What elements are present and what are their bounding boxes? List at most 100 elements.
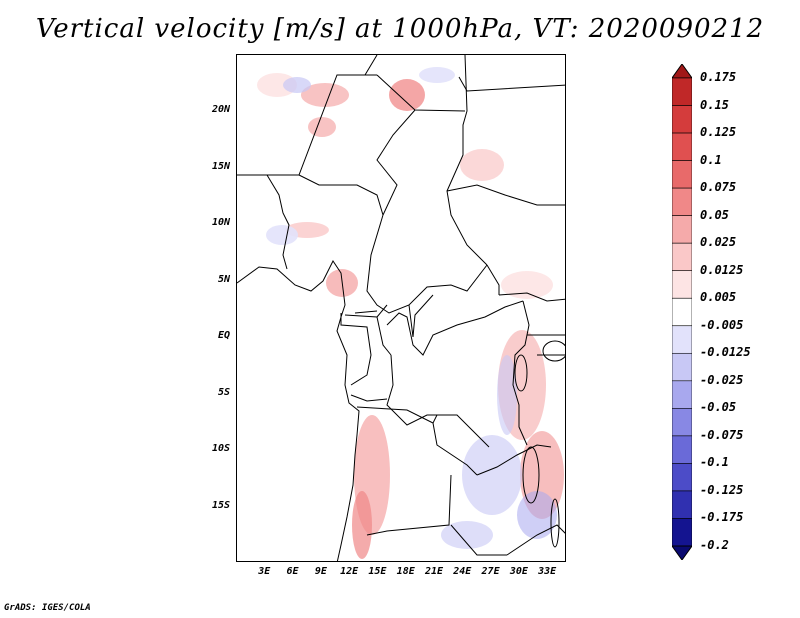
coastline — [237, 260, 360, 561]
colorbar-bin — [672, 408, 692, 437]
colorbar-tick-label: 0.05 — [700, 207, 729, 222]
colorbar-bin — [672, 64, 692, 79]
border-line — [498, 292, 565, 302]
colorbar-tick-label: 0.075 — [700, 180, 737, 195]
colorbar-bin — [672, 187, 692, 216]
colorbar-tick-label: -0.0125 — [700, 345, 751, 360]
upward-patch — [257, 73, 297, 97]
colorbar-bin — [672, 463, 692, 492]
colorbar-bin — [672, 325, 692, 354]
upward-patch — [352, 491, 372, 559]
lon-tick-label: 12E — [340, 566, 359, 577]
border-line — [386, 300, 524, 356]
colorbar-tick-label: 0.0125 — [700, 262, 744, 277]
colorbar-tick-label: 0.025 — [700, 235, 737, 250]
colorbar-bin — [672, 215, 692, 244]
colorbar-tick-label: -0.075 — [700, 427, 744, 442]
lat-tick-label: EQ — [217, 330, 230, 342]
lake-outline — [542, 340, 565, 362]
credit-text: GrADS: IGES/COLA — [4, 603, 91, 613]
colorbar-tick-label: -0.025 — [700, 372, 744, 387]
downward-patch — [419, 67, 455, 83]
lat-tick-label: 10N — [211, 217, 230, 229]
border-line — [408, 294, 434, 338]
colorbar-tick-label: 0.125 — [700, 125, 737, 140]
colorbar — [672, 64, 692, 560]
border-line — [446, 184, 565, 206]
border-line — [366, 214, 488, 314]
border-line — [266, 174, 290, 270]
downward-patch — [283, 77, 311, 93]
lon-tick-label: 27E — [481, 566, 500, 577]
upward-patch — [389, 79, 425, 111]
colorbar-bin — [672, 380, 692, 409]
colorbar-bin — [672, 270, 692, 299]
lat-tick-label: 15S — [211, 499, 230, 511]
border-line — [446, 55, 488, 266]
colorbar-tick-label: -0.005 — [700, 317, 744, 332]
border-line — [432, 414, 438, 424]
lake-outline — [550, 498, 560, 548]
border-line — [340, 313, 372, 386]
lat-tick-label: 5S — [217, 386, 230, 398]
lat-tick-label: 15N — [211, 160, 230, 172]
colorbar-tick-label: 0.1 — [700, 152, 722, 167]
lat-tick-label: 10S — [211, 443, 230, 455]
border-line — [237, 55, 378, 176]
border-line — [506, 524, 565, 556]
lon-tick-label: 9E — [314, 566, 327, 577]
lake-outline — [522, 446, 540, 504]
colorbar-tick-label: -0.1 — [700, 455, 729, 470]
chart-title: Vertical velocity [m/s] at 1000hPa, VT: … — [35, 14, 765, 44]
border-line — [366, 474, 452, 536]
vertical-velocity-field — [257, 67, 564, 559]
colorbar-bin — [672, 105, 692, 134]
border-line — [476, 444, 552, 476]
lon-tick-label: 18E — [396, 566, 415, 577]
colorbar-bin — [672, 490, 692, 519]
upward-patch — [460, 149, 504, 181]
border-line — [354, 310, 378, 314]
lat-tick-label: 20N — [211, 104, 230, 116]
border-line — [386, 354, 490, 448]
colorbar-tick-label: -0.2 — [700, 538, 729, 552]
colorbar-tick-label: 0.15 — [700, 97, 729, 112]
upward-patch — [501, 271, 553, 299]
border-line — [450, 524, 507, 556]
lon-tick-label: 21E — [424, 566, 444, 577]
colorbar-bin — [672, 132, 692, 161]
downward-patch — [462, 435, 522, 515]
downward-patch — [497, 355, 517, 435]
upward-patch — [301, 83, 349, 107]
border-line — [376, 109, 416, 216]
border-line — [298, 174, 384, 216]
border-line — [344, 314, 392, 356]
lon-tick-label: 24E — [453, 566, 472, 577]
map-plot-area — [236, 54, 566, 562]
colorbar-tick-label: -0.175 — [700, 510, 744, 525]
lon-tick-label: 3E — [258, 566, 271, 577]
colorbar-bin — [672, 545, 692, 560]
downward-patch — [517, 491, 557, 539]
colorbar-bin — [672, 518, 692, 547]
lon-tick-label: 33E — [538, 566, 557, 577]
colorbar-tick-label: 0.005 — [700, 290, 737, 305]
lon-tick-label: 6E — [286, 566, 299, 577]
map-canvas — [237, 55, 565, 561]
colorbar-tick-label: 0.175 — [700, 70, 737, 84]
lake-outline — [514, 354, 528, 392]
colorbar-bin — [672, 160, 692, 189]
lat-tick-label: 5N — [217, 273, 230, 285]
colorbar-bin — [672, 352, 692, 382]
colorbar-bin — [672, 297, 692, 327]
country-borders — [237, 55, 565, 561]
lon-tick-label: 15E — [368, 566, 387, 577]
colorbar-bin — [672, 242, 692, 272]
border-line — [458, 76, 565, 92]
border-line — [350, 394, 388, 402]
border-line — [376, 304, 388, 318]
colorbar-tick-label: -0.05 — [700, 400, 737, 415]
border-line — [486, 264, 500, 295]
colorbar-bin — [672, 435, 692, 464]
upward-patch — [308, 117, 336, 137]
